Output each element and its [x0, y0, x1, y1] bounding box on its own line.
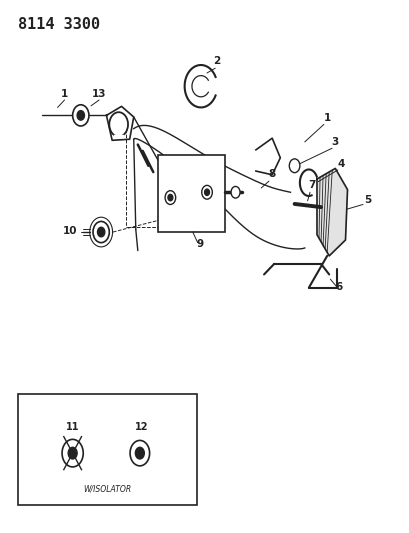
- Circle shape: [77, 111, 84, 120]
- Text: 11: 11: [66, 422, 79, 432]
- Text: 3: 3: [331, 136, 338, 147]
- Text: 9: 9: [196, 239, 203, 249]
- Circle shape: [93, 221, 109, 243]
- Text: 1: 1: [61, 89, 68, 99]
- Text: 8: 8: [268, 169, 275, 180]
- Circle shape: [204, 189, 209, 196]
- Circle shape: [130, 440, 149, 466]
- Circle shape: [62, 439, 83, 467]
- Text: 5: 5: [363, 195, 371, 205]
- Text: 2: 2: [213, 56, 220, 66]
- Text: 4: 4: [337, 159, 344, 169]
- Circle shape: [168, 195, 173, 201]
- Text: 6: 6: [335, 282, 342, 293]
- FancyBboxPatch shape: [18, 394, 196, 505]
- Text: 7: 7: [307, 180, 315, 190]
- Circle shape: [165, 191, 175, 205]
- Circle shape: [231, 187, 239, 198]
- Circle shape: [97, 227, 105, 237]
- Circle shape: [68, 447, 77, 459]
- Text: 12: 12: [135, 422, 148, 432]
- Text: 13: 13: [92, 89, 106, 99]
- Text: 1: 1: [323, 112, 330, 123]
- Text: W/ISOLATOR: W/ISOLATOR: [83, 484, 131, 494]
- Circle shape: [135, 447, 144, 459]
- Text: 8114 3300: 8114 3300: [18, 17, 99, 33]
- Polygon shape: [316, 168, 347, 256]
- Bar: [158, 155, 225, 232]
- Circle shape: [72, 105, 89, 126]
- Circle shape: [201, 185, 212, 199]
- Text: 10: 10: [63, 225, 77, 236]
